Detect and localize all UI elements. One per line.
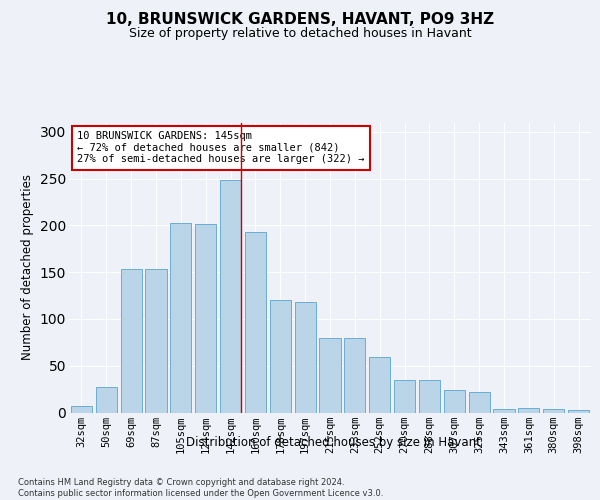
Bar bbox=[270, 300, 291, 412]
Text: 10 BRUNSWICK GARDENS: 145sqm
← 72% of detached houses are smaller (842)
27% of s: 10 BRUNSWICK GARDENS: 145sqm ← 72% of de… bbox=[77, 131, 364, 164]
Bar bbox=[121, 270, 142, 412]
Bar bbox=[71, 406, 92, 412]
Bar bbox=[369, 358, 390, 412]
Y-axis label: Number of detached properties: Number of detached properties bbox=[21, 174, 34, 360]
Bar bbox=[96, 387, 117, 412]
Text: Contains HM Land Registry data © Crown copyright and database right 2024.
Contai: Contains HM Land Registry data © Crown c… bbox=[18, 478, 383, 498]
Bar bbox=[344, 338, 365, 412]
Bar bbox=[295, 302, 316, 412]
Bar bbox=[419, 380, 440, 412]
Text: Distribution of detached houses by size in Havant: Distribution of detached houses by size … bbox=[185, 436, 481, 449]
Bar bbox=[319, 338, 341, 412]
Bar bbox=[518, 408, 539, 412]
Bar bbox=[220, 180, 241, 412]
Bar bbox=[170, 222, 191, 412]
Bar bbox=[195, 224, 216, 412]
Bar bbox=[245, 232, 266, 412]
Bar bbox=[394, 380, 415, 412]
Bar bbox=[469, 392, 490, 412]
Text: 10, BRUNSWICK GARDENS, HAVANT, PO9 3HZ: 10, BRUNSWICK GARDENS, HAVANT, PO9 3HZ bbox=[106, 12, 494, 28]
Bar bbox=[568, 410, 589, 412]
Bar bbox=[493, 409, 515, 412]
Bar bbox=[444, 390, 465, 412]
Text: Size of property relative to detached houses in Havant: Size of property relative to detached ho… bbox=[128, 28, 472, 40]
Bar bbox=[145, 270, 167, 412]
Bar bbox=[543, 409, 564, 412]
